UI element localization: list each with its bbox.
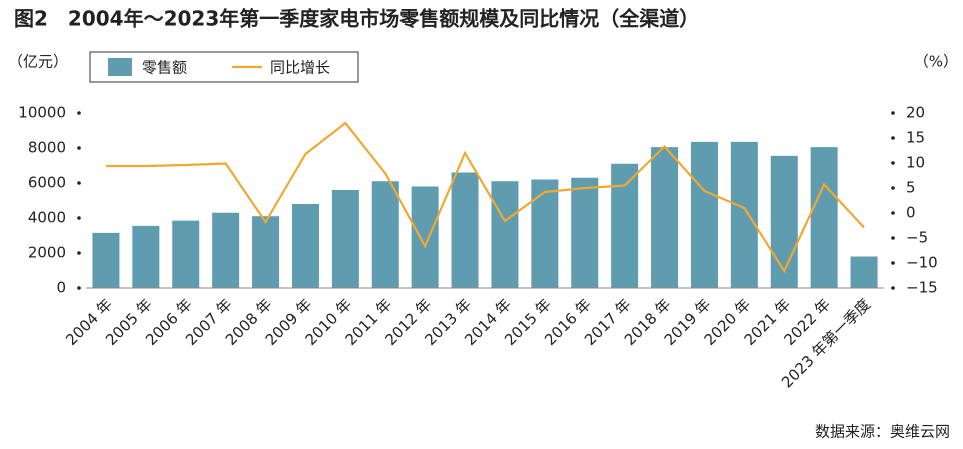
y-tick-label: 8000	[28, 139, 66, 157]
bar	[212, 212, 240, 288]
y2-tick	[891, 136, 895, 140]
bar	[850, 256, 878, 288]
line	[105, 121, 865, 274]
legend-label: 零售额	[142, 59, 187, 77]
bar	[291, 204, 319, 288]
y-tick	[77, 286, 81, 290]
y-tick-label: 4000	[28, 209, 66, 227]
bar	[611, 163, 639, 288]
bar	[730, 141, 758, 288]
legend-swatch	[108, 58, 132, 76]
y-tick	[77, 111, 81, 115]
bar	[172, 220, 200, 288]
y2-tick-label: 10	[906, 154, 925, 172]
y-axis-label: （亿元）	[8, 53, 68, 71]
y2-tick-label: 0	[906, 204, 916, 222]
y2-tick-label: −5	[906, 229, 928, 247]
bar	[810, 147, 838, 288]
bar	[651, 147, 679, 288]
y2-tick-label: 5	[906, 179, 916, 197]
bar	[371, 181, 399, 288]
y-tick-label: 10000	[18, 104, 66, 122]
y-tick-label: 0	[56, 279, 66, 297]
y-tick-label: 2000	[28, 244, 66, 262]
y2-tick	[891, 261, 895, 265]
chart-title: 图2 2004年～2023年第一季度家电市场零售额规模及同比情况（全渠道）	[14, 7, 699, 31]
bar	[571, 177, 599, 288]
source: 数据来源：奥维云网	[815, 423, 950, 441]
legend-box	[89, 51, 359, 83]
bar	[531, 179, 559, 288]
y2-tick-label: 15	[906, 129, 925, 147]
bar	[132, 225, 160, 288]
bar	[451, 172, 479, 288]
bar	[252, 216, 280, 288]
y2-tick	[891, 236, 895, 240]
y2-tick-label: 20	[906, 104, 925, 122]
y-tick-label: 6000	[28, 174, 66, 192]
y2-tick	[891, 186, 895, 190]
bar	[411, 186, 439, 288]
legend-label: 同比增长	[270, 59, 330, 77]
y2-tick-label: −15	[906, 279, 938, 297]
y-tick	[77, 181, 81, 185]
bar	[690, 141, 718, 288]
bar	[491, 181, 519, 288]
y2-tick	[891, 161, 895, 165]
y2-tick	[891, 211, 895, 215]
y2-tick-label: −10	[906, 254, 938, 272]
bar	[331, 190, 359, 288]
bar	[770, 155, 798, 288]
bar	[92, 232, 120, 288]
y-tick	[77, 216, 81, 220]
y2-axis-label: （%）	[914, 53, 958, 71]
y-tick	[77, 251, 81, 255]
y2-tick	[891, 111, 895, 115]
y2-tick	[891, 286, 895, 290]
y-tick	[77, 146, 81, 150]
